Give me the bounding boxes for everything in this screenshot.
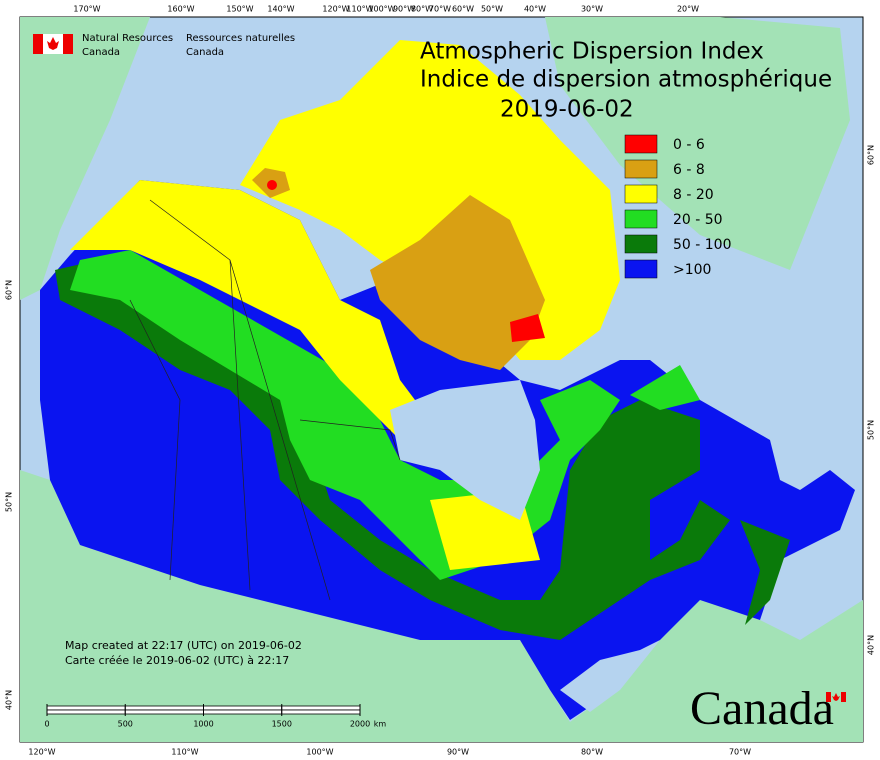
lon-label: 160°W [167, 5, 194, 14]
lat-label: 50°N [5, 492, 14, 512]
lat-label: 50°N [867, 420, 876, 440]
lon-label: 90°W [393, 5, 415, 14]
lon-label: 110°W [171, 748, 198, 757]
legend-swatch [624, 234, 658, 254]
neighbour-land [20, 17, 863, 742]
wordmark-flag [826, 692, 846, 702]
greenland [545, 17, 850, 270]
scale-segment [203, 709, 283, 715]
org-name-fr: Canada [186, 47, 224, 58]
wordmark: Canada [690, 682, 834, 735]
lon-label: 100°W [368, 5, 395, 14]
lon-label: 120°W [322, 5, 349, 14]
scale-unit: km [374, 720, 387, 729]
lon-label: 120°W [28, 748, 55, 757]
region [510, 314, 545, 342]
scale-bar: 0 500 1000 1500 2000 km [44, 704, 386, 729]
legend-label: 6 - 8 [673, 162, 705, 178]
title: Indice de dispersion atmosphérique [420, 67, 832, 93]
flag-bar [33, 34, 43, 54]
lat-label: 60°N [5, 280, 14, 300]
legend-label: 0 - 6 [673, 137, 705, 153]
region [370, 195, 545, 370]
legend-swatch [624, 184, 658, 204]
scale-segment [281, 709, 361, 715]
lat-label: 60°N [867, 145, 876, 165]
scale-segment [124, 709, 204, 715]
lon-label: 150°W [226, 5, 253, 14]
lon-label: 80°W [411, 5, 433, 14]
region [740, 520, 790, 625]
lon-label: 60°W [452, 5, 474, 14]
scale-label: 1500 [272, 720, 292, 729]
great-lakes [560, 640, 660, 712]
lon-label: 90°W [447, 748, 469, 757]
region [630, 365, 700, 410]
org-name-en: Canada [82, 47, 120, 58]
maple-leaf [47, 37, 59, 50]
lat-label: 40°N [5, 690, 14, 710]
scale-segment [124, 705, 204, 711]
scale-segment [46, 705, 126, 711]
border [129, 299, 181, 581]
scale-segment [203, 705, 283, 711]
hudson-bay [390, 380, 540, 520]
nrcan-logo: Natural Resources Canada Ressources natu… [33, 33, 295, 58]
lon-label: 70°W [429, 5, 451, 14]
flag-bar [63, 34, 73, 54]
legend-swatch [624, 259, 658, 279]
region [70, 180, 430, 440]
legend-label: 8 - 20 [673, 187, 714, 203]
graticule-labels: 170°W 160°W 150°W 140°W 120°W 110°W 100°… [5, 5, 876, 757]
lon-label: 20°W [677, 5, 699, 14]
lon-label: 110°W [346, 5, 373, 14]
org-name-fr: Ressources naturelles [186, 33, 295, 44]
usa [20, 470, 863, 742]
scale-segment [46, 709, 126, 715]
legend-label: 20 - 50 [673, 212, 723, 228]
lon-label: 30°W [581, 5, 603, 14]
scale-segment [281, 705, 361, 711]
province-borders [129, 199, 401, 601]
scale-label: 2000 [350, 720, 370, 729]
alaska [20, 17, 150, 300]
legend-swatch [624, 134, 658, 154]
lon-label: 170°W [73, 5, 100, 14]
lon-label: 70°W [729, 748, 751, 757]
legend-swatch [624, 159, 658, 179]
border [229, 259, 331, 601]
flag-bar [841, 692, 846, 702]
scale-label: 1000 [193, 720, 213, 729]
lon-label: 40°W [524, 5, 546, 14]
scale-label: 0 [44, 720, 49, 729]
lat-label: 40°N [867, 635, 876, 655]
scale-label: 500 [118, 720, 133, 729]
legend-swatch [624, 209, 658, 229]
lon-label: 50°W [481, 5, 503, 14]
legend-label: >100 [673, 262, 711, 278]
legend-label: 50 - 100 [673, 237, 732, 253]
org-name-en: Natural Resources [82, 33, 173, 44]
lon-label: 140°W [267, 5, 294, 14]
border [299, 419, 401, 461]
lon-label: 100°W [306, 748, 333, 757]
region [267, 180, 277, 190]
date: 2019-06-02 [500, 97, 634, 123]
lon-label: 80°W [581, 748, 603, 757]
footer-note: Carte créée le 2019-06-02 (UTC) à 22:17 [65, 654, 289, 667]
footer-note: Map created at 22:17 (UTC) on 2019-06-02 [65, 639, 302, 652]
maple-leaf [832, 693, 840, 701]
title: Atmospheric Dispersion Index [420, 39, 764, 65]
flag-bar [826, 692, 831, 702]
legend: 0 - 6 6 - 8 8 - 20 20 - 50 50 - 100 >100 [624, 134, 732, 279]
